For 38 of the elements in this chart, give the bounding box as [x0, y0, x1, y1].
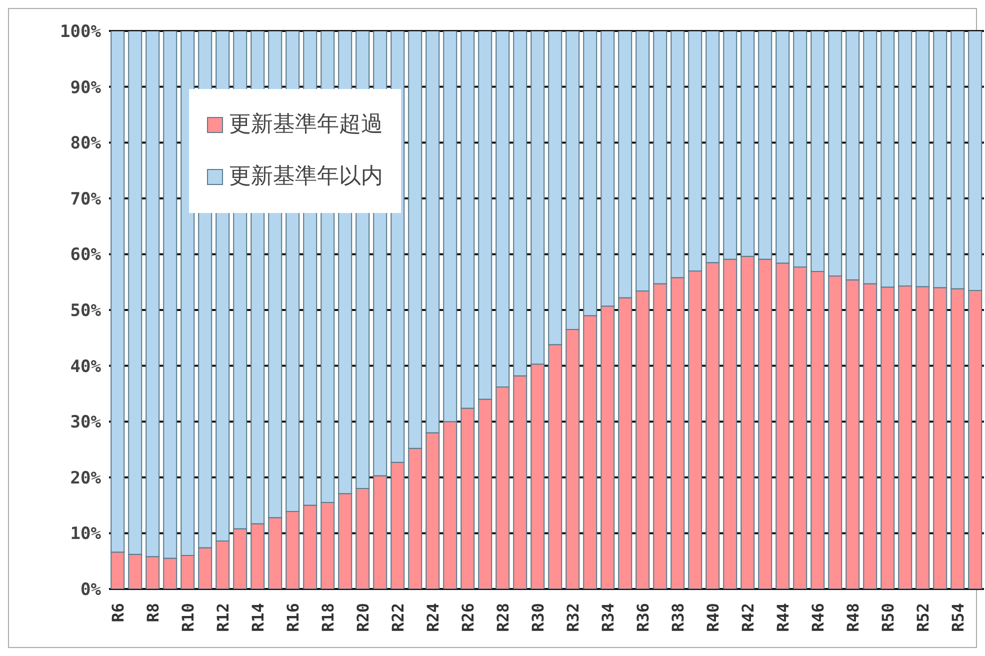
x-tick-label: R52	[913, 603, 932, 632]
y-tick-label: 50%	[70, 301, 102, 322]
y-tick-label: 0%	[80, 580, 102, 600]
y-tick-label: 80%	[70, 134, 102, 154]
x-tick-label: R26	[458, 603, 478, 632]
x-tick-label: R46	[808, 603, 828, 632]
x-tick-label: R44	[773, 603, 792, 632]
x-tick-label: R32	[563, 603, 582, 632]
x-tick-label: R36	[633, 603, 652, 632]
legend-label: 更新基準年超過	[229, 112, 383, 137]
x-tick-label: R20	[353, 603, 372, 632]
y-tick-label: 70%	[70, 189, 102, 210]
x-tick-label: R40	[703, 603, 722, 632]
x-tick-label: R38	[668, 603, 688, 632]
x-tick-label: R22	[388, 603, 408, 632]
y-tick-label: 20%	[70, 468, 102, 488]
x-tick-label: R50	[878, 603, 898, 632]
y-tick-label: 100%	[60, 22, 102, 42]
x-tick-label: R8	[143, 603, 162, 622]
x-tick-label: R18	[318, 603, 338, 632]
x-tick-label: R28	[493, 603, 512, 632]
x-tick-label: R6	[108, 603, 128, 622]
x-tick-label: R34	[598, 603, 618, 632]
y-tick-label: 60%	[70, 245, 102, 266]
legend-label: 更新基準年以内	[229, 164, 383, 189]
y-tick-label: 30%	[70, 412, 102, 433]
y-tick-label: 40%	[70, 356, 102, 377]
y-tick-label: 90%	[70, 78, 102, 98]
x-tick-label: R10	[178, 603, 198, 632]
x-tick-label: R30	[528, 603, 548, 632]
x-tick-label: R24	[423, 603, 442, 632]
x-tick-label: R16	[283, 603, 302, 632]
x-tick-label: R14	[248, 603, 268, 632]
x-tick-label: R54	[948, 603, 968, 632]
x-tick-label: R48	[843, 603, 862, 632]
y-tick-label: 10%	[70, 524, 102, 544]
x-tick-label: R42	[738, 603, 758, 632]
x-tick-label: R12	[213, 603, 232, 632]
